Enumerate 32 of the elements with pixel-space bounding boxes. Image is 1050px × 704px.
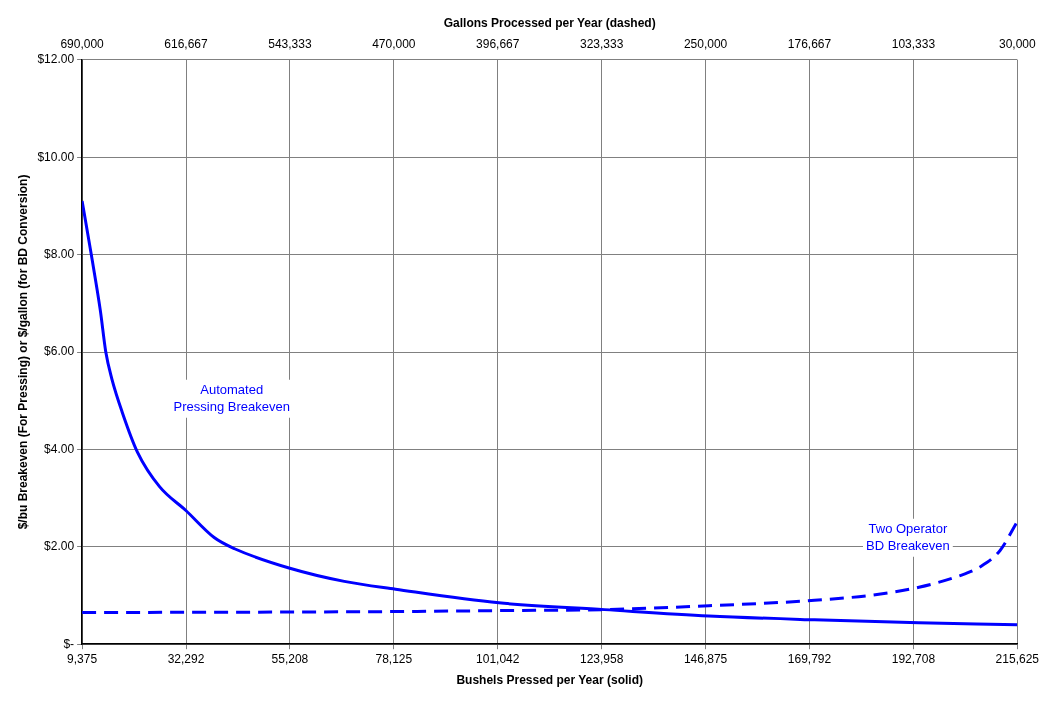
y-tick-label: $- [63, 636, 75, 651]
x-tick-label: 169,792 [787, 651, 832, 666]
x-tick-label: 55,208 [271, 651, 309, 666]
x-tick-label: 78,125 [375, 651, 413, 666]
x2-tick-label: 176,667 [787, 36, 832, 51]
annotation: Automated Pressing Breakeven [173, 381, 290, 414]
x2-tick-label: 250,000 [683, 36, 728, 51]
x-tick-label: 215,625 [995, 651, 1040, 666]
y-axis-title: $/bu Breakeven (For Pressing) or $/gallon (for BD Conversion) [15, 174, 30, 530]
x-tick-label: 192,708 [891, 651, 936, 666]
x2-tick-label: 103,333 [891, 36, 936, 51]
x2-tick-label: 396,667 [476, 36, 520, 51]
x2-tick-label: 323,333 [579, 36, 624, 51]
y-tick-label: $12.00 [37, 52, 75, 67]
y-tick-label: $10.00 [37, 149, 75, 164]
x-tick-label: 146,875 [683, 651, 728, 666]
y-tick-label: $8.00 [44, 246, 75, 261]
x-tick-label: 9,375 [67, 651, 98, 666]
x2-tick-label: 470,000 [372, 36, 416, 51]
x-axis-title: Bushels Pressed per Year (solid) [456, 673, 643, 688]
x2-tick-label: 616,667 [164, 36, 209, 51]
x2-tick-label: 30,000 [998, 36, 1036, 51]
x2-tick-label: 543,333 [268, 36, 312, 51]
x-tick-label: 32,292 [167, 651, 205, 666]
x2-axis-title: Gallons Processed per Year (dashed) [443, 15, 656, 30]
y-tick-label: $2.00 [44, 539, 75, 554]
annotation: Two Operator BD Breakeven [865, 520, 950, 553]
x-tick-label: 101,042 [476, 651, 520, 666]
x2-tick-label: 690,000 [60, 36, 105, 51]
y-tick-label: $6.00 [44, 344, 75, 359]
x-tick-label: 123,958 [579, 651, 624, 666]
y-tick-label: $4.00 [44, 441, 75, 456]
